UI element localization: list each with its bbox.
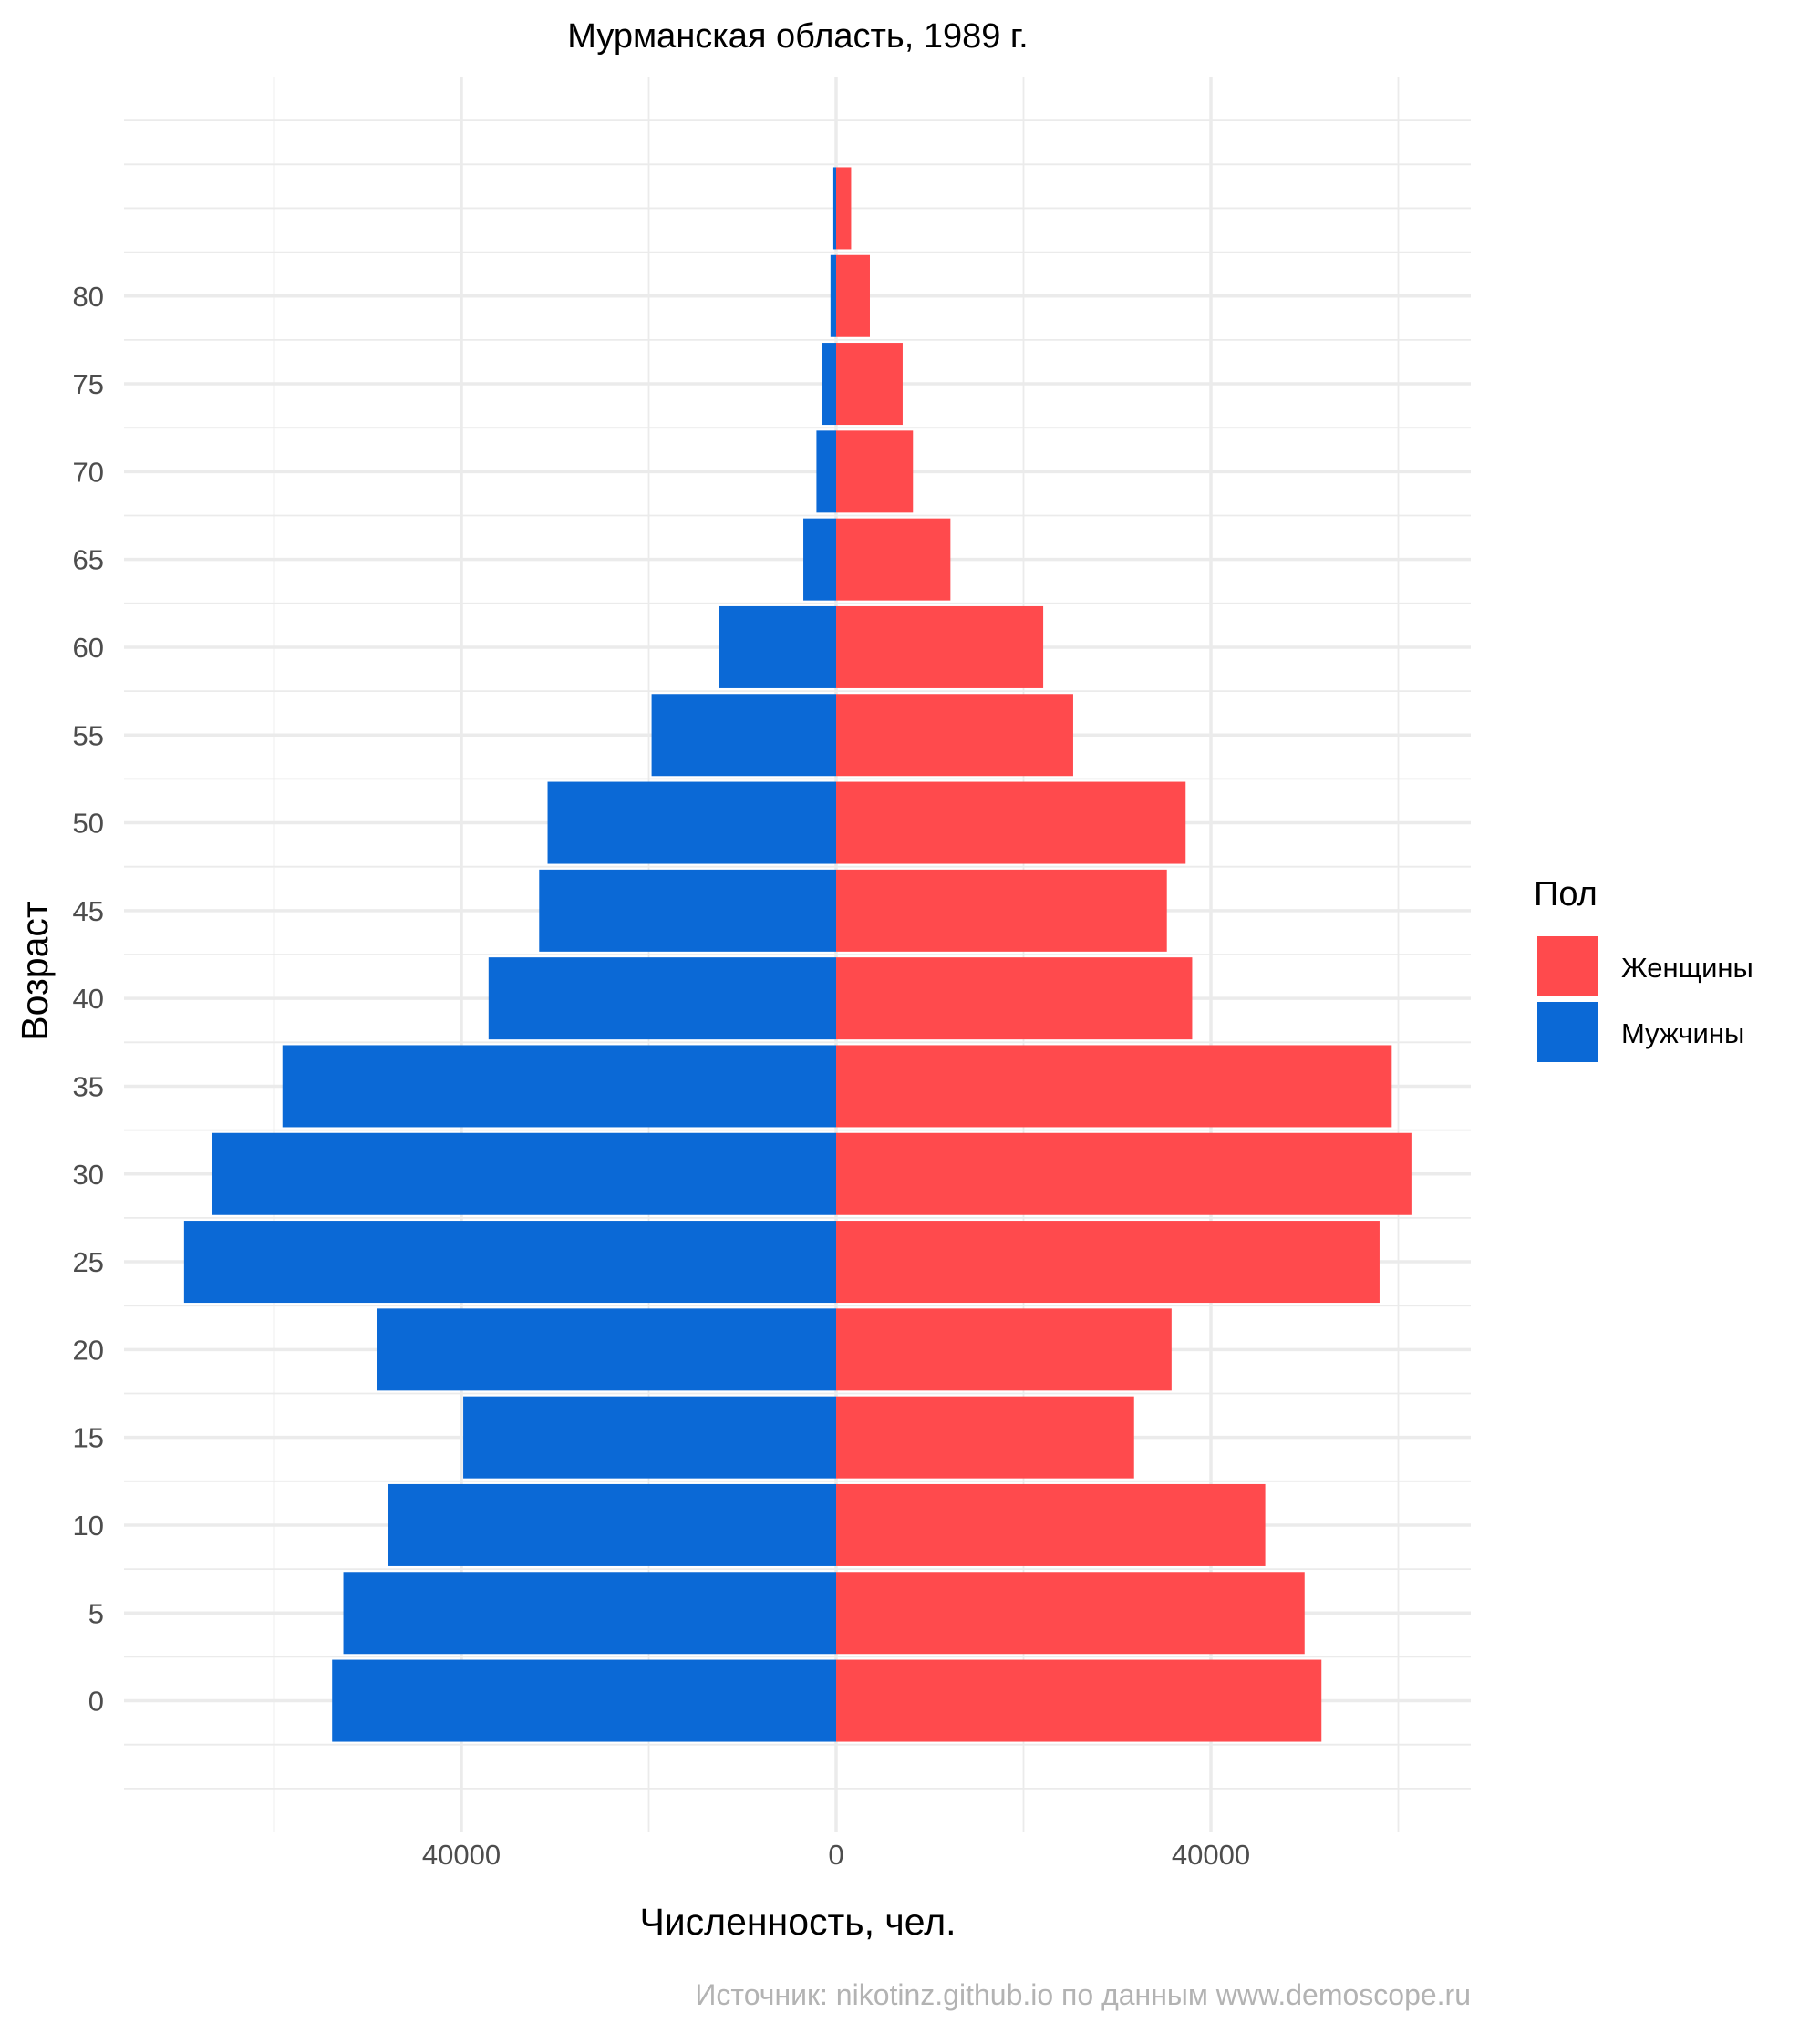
bar-men-age-20 (377, 1308, 836, 1391)
y-tick-label-45: 45 (73, 895, 104, 927)
bar-men-age-25 (183, 1221, 837, 1304)
bar-women-age-55 (836, 694, 1073, 777)
y-tick-label-5: 5 (88, 1597, 104, 1629)
bar-women-age-65 (836, 518, 951, 601)
bar-women-age-10 (836, 1483, 1266, 1566)
bar-women-age-45 (836, 869, 1167, 952)
y-tick-label-40: 40 (73, 983, 104, 1015)
bar-women-age-30 (836, 1132, 1412, 1215)
y-tick-label-75: 75 (73, 368, 104, 400)
y-tick-label-35: 35 (73, 1070, 104, 1102)
bar-women-age-25 (836, 1221, 1380, 1304)
y-tick-label-25: 25 (73, 1246, 104, 1278)
legend-key-women (1537, 936, 1598, 996)
bar-women-age-40 (836, 957, 1193, 1040)
legend-label-women: Женщины (1621, 952, 1753, 984)
x-tick-label: 40000 (1172, 1839, 1250, 1871)
y-axis-title: Возраст (14, 901, 56, 1041)
y-tick-label-80: 80 (73, 281, 104, 313)
y-tick-label-60: 60 (73, 632, 104, 664)
x-tick-label: 40000 (422, 1839, 501, 1871)
legend: Пол Женщины Мужчины (1534, 875, 1753, 1062)
bar-women-age-85 (836, 167, 852, 250)
source-caption: Источник: nikotinz.github.io по данным w… (695, 1978, 1471, 2011)
y-tick-label-0: 0 (88, 1686, 104, 1718)
legend-label-men: Мужчины (1621, 1017, 1744, 1049)
bar-men-age-75 (822, 343, 836, 426)
bar-men-age-15 (463, 1396, 836, 1479)
bar-women-age-60 (836, 605, 1044, 688)
bar-women-age-80 (836, 254, 870, 337)
y-tick-label-50: 50 (73, 808, 104, 840)
y-tick-label-15: 15 (73, 1422, 104, 1454)
bar-men-age-85 (832, 167, 836, 250)
bar-women-age-35 (836, 1045, 1392, 1128)
bar-men-age-55 (651, 694, 836, 777)
legend-title: Пол (1534, 875, 1598, 913)
bar-women-age-0 (836, 1659, 1322, 1742)
x-axis-title: Численность, чел. (639, 1901, 956, 1943)
y-tick-label-10: 10 (73, 1510, 104, 1542)
bar-men-age-10 (388, 1483, 836, 1566)
bar-men-age-80 (830, 254, 836, 337)
tick-labels: 0 5 10 15 20 25 30 35 40 45 50 55 60 65 70 75 80 40000 0 40… (73, 281, 1251, 1871)
chart-title: Мурманская область, 1989 г. (567, 17, 1028, 56)
x-tick-label: 0 (828, 1839, 843, 1871)
bar-women-age-70 (836, 430, 914, 513)
y-tick-label-65: 65 (73, 544, 104, 576)
y-tick-label-55: 55 (73, 719, 104, 751)
bar-women-age-15 (836, 1396, 1134, 1479)
bar-women-age-20 (836, 1308, 1172, 1391)
bar-men-age-5 (343, 1572, 836, 1655)
bar-men-age-40 (488, 957, 836, 1040)
bar-men-age-70 (816, 430, 836, 513)
bar-women-age-50 (836, 781, 1186, 864)
bar-men-age-50 (547, 781, 836, 864)
bar-men-age-35 (282, 1045, 836, 1128)
bar-men-age-65 (803, 518, 836, 601)
y-tick-label-20: 20 (73, 1334, 104, 1366)
bar-men-age-45 (539, 869, 836, 952)
legend-key-men (1537, 1002, 1598, 1062)
grid-lines (124, 77, 1471, 1832)
bar-men-age-0 (332, 1659, 837, 1742)
bar-men-age-30 (212, 1132, 836, 1215)
bar-men-age-60 (719, 605, 836, 688)
bar-women-age-5 (836, 1572, 1305, 1655)
bar-women-age-75 (836, 343, 903, 426)
y-tick-label-30: 30 (73, 1159, 104, 1191)
y-tick-label-70: 70 (73, 456, 104, 488)
bars (183, 167, 1412, 1742)
